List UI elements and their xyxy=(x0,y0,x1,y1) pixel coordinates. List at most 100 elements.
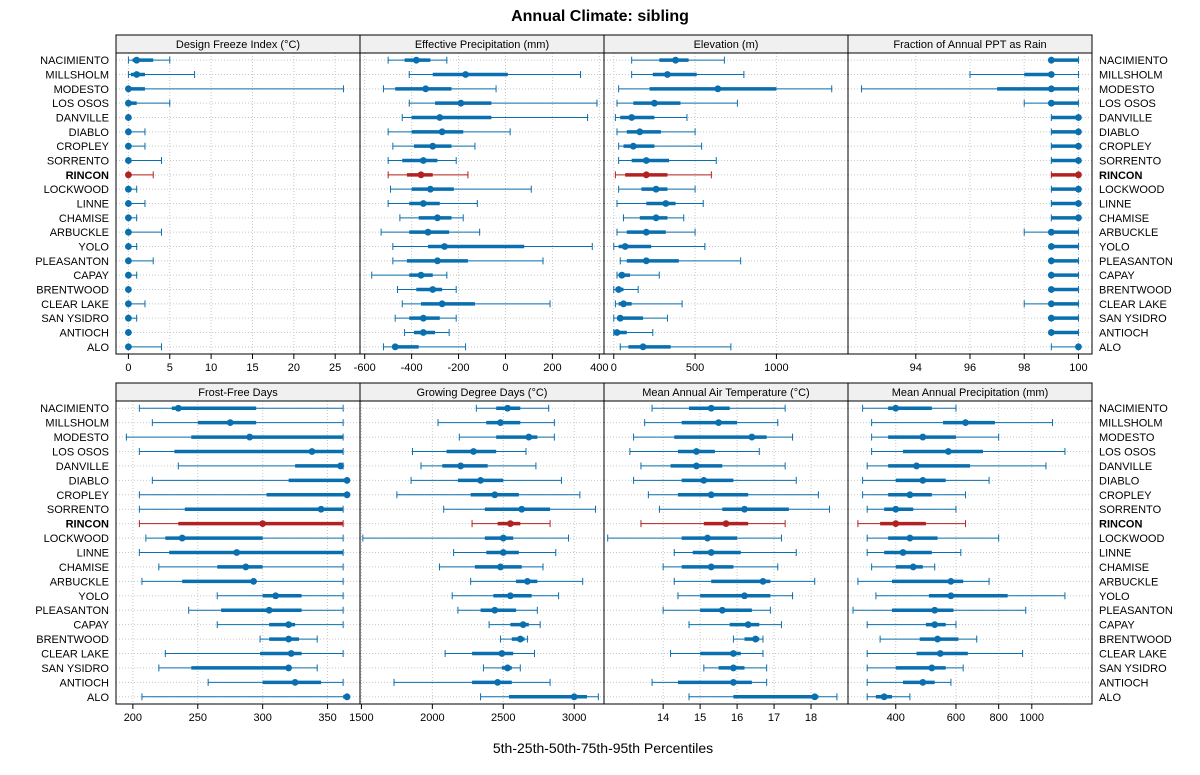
series-row-antioch xyxy=(613,329,654,336)
median-point xyxy=(714,85,722,93)
series-row-rincon xyxy=(125,171,154,179)
series-row-clear-lake xyxy=(866,650,1024,657)
row-label-left-linne: LINNE xyxy=(77,199,109,211)
median-point xyxy=(620,300,627,308)
series-row-antioch xyxy=(866,678,952,686)
median-point xyxy=(613,329,621,336)
series-row-millsholm xyxy=(408,71,582,78)
x-tick-label: 20 xyxy=(288,362,300,374)
series-row-capay xyxy=(616,271,660,279)
panels: Design Freeze Index (°C) 0 5 10 15 20 25 Effect… xyxy=(115,34,1093,724)
series-row-san-ysidro xyxy=(703,664,768,672)
series-row-san-ysidro xyxy=(613,314,668,322)
row-label-left-capay: CAPAY xyxy=(73,620,109,632)
series-row-modesto xyxy=(618,85,833,93)
median-point xyxy=(125,157,132,164)
x-tick-label: 3000 xyxy=(562,712,586,724)
row-label-left-antioch: ANTIOCH xyxy=(60,677,110,689)
median-point xyxy=(1047,99,1055,107)
x-tick-label: 600 xyxy=(947,712,965,724)
row-label-right-nacimiento: NACIMIENTO xyxy=(1099,403,1168,415)
median-point xyxy=(424,228,432,236)
row-label-right-san-ysidro: SAN YSIDRO xyxy=(1099,663,1167,675)
series-row-nacimiento xyxy=(862,404,957,412)
row-label-right-brentwood: BRENTWOOD xyxy=(1099,634,1172,646)
row-label-left-alo: ALO xyxy=(87,342,109,354)
x-tick-label: 2000 xyxy=(420,712,444,724)
median-point xyxy=(947,592,955,600)
median-point xyxy=(343,476,351,484)
panel-title: Growing Degree Days (°C) xyxy=(417,387,548,399)
series-row-modesto xyxy=(382,85,497,93)
median-point xyxy=(618,271,626,279)
x-tick-label: 400 xyxy=(887,712,905,724)
series-row-los-osos xyxy=(138,448,344,455)
median-point xyxy=(506,520,514,528)
series-row-chamise xyxy=(623,214,685,222)
row-label-right-cropley: CROPLEY xyxy=(1099,141,1152,153)
median-point xyxy=(419,329,427,336)
series-row-capay xyxy=(1047,271,1079,279)
median-point xyxy=(664,71,671,78)
series-row-alo xyxy=(619,343,732,351)
median-point xyxy=(936,650,944,657)
series-row-alo xyxy=(866,693,911,701)
series-row-clear-lake xyxy=(164,650,344,657)
series-row-san-ysidro xyxy=(866,664,964,672)
median-point xyxy=(343,491,351,499)
row-label-left-arbuckle: ARBUCKLE xyxy=(50,576,109,588)
median-point xyxy=(729,650,737,657)
row-label-left-nacimiento: NACIMIENTO xyxy=(40,55,109,67)
series-row-millsholm xyxy=(969,71,1079,78)
median-point xyxy=(499,549,507,556)
series-row-antioch xyxy=(207,678,344,686)
median-point xyxy=(1075,343,1082,351)
series-row-cropley xyxy=(1050,142,1082,150)
series-row-chamise xyxy=(871,563,936,571)
series-row-capay xyxy=(125,271,138,279)
series-row-cropley xyxy=(125,142,146,150)
median-point xyxy=(729,678,737,686)
median-point xyxy=(1075,157,1082,164)
row-label-right-rincon: RINCON xyxy=(1099,519,1142,531)
x-tick-label: 1500 xyxy=(349,712,373,724)
series-row-diablo xyxy=(410,476,562,484)
median-point xyxy=(642,171,650,179)
panel-fraction-of-annual-ppt-as-rain: Fraction of Annual PPT as Rain 94 96 98 100 xyxy=(847,34,1093,374)
median-point xyxy=(287,650,295,657)
series-row-nacimiento xyxy=(387,56,448,64)
median-point xyxy=(621,243,629,250)
median-point xyxy=(497,419,504,427)
median-point xyxy=(523,577,531,585)
series-row-clear-lake xyxy=(670,650,764,657)
x-tick-label: 5 xyxy=(167,362,173,374)
series-row-linne xyxy=(138,549,344,556)
row-label-right-lockwood: LOCKWOOD xyxy=(1099,184,1164,196)
median-point xyxy=(125,271,132,279)
row-label-right-diablo: DIABLO xyxy=(1099,475,1140,487)
series-row-rincon xyxy=(471,520,551,528)
median-point xyxy=(265,606,273,614)
row-label-left-nacimiento: NACIMIENTO xyxy=(40,403,109,415)
x-tick-label: 25 xyxy=(329,362,341,374)
x-tick-label: 0 xyxy=(125,362,131,374)
row-label-left-yolo: YOLO xyxy=(78,591,109,603)
median-point xyxy=(928,664,936,672)
series-row-brentwood xyxy=(499,635,528,643)
row-label-right-brentwood: BRENTWOOD xyxy=(1099,285,1172,297)
series-row-los-osos xyxy=(408,99,598,107)
chart-title: Annual Climate: sibling xyxy=(511,8,689,25)
row-label-left-rincon: RINCON xyxy=(66,519,109,531)
median-point xyxy=(125,171,132,179)
median-point xyxy=(419,200,427,207)
row-label-left-lockwood: LOCKWOOD xyxy=(44,184,109,196)
series-row-brentwood xyxy=(397,286,457,293)
series-row-nacimiento xyxy=(475,404,550,412)
series-row-antioch xyxy=(651,678,768,686)
series-row-linne xyxy=(387,200,478,207)
series-row-chamise xyxy=(125,214,138,222)
series-row-sorrento xyxy=(443,505,596,513)
series-row-diablo xyxy=(125,128,146,136)
series-row-linne xyxy=(1050,200,1082,207)
median-point xyxy=(1047,56,1055,64)
